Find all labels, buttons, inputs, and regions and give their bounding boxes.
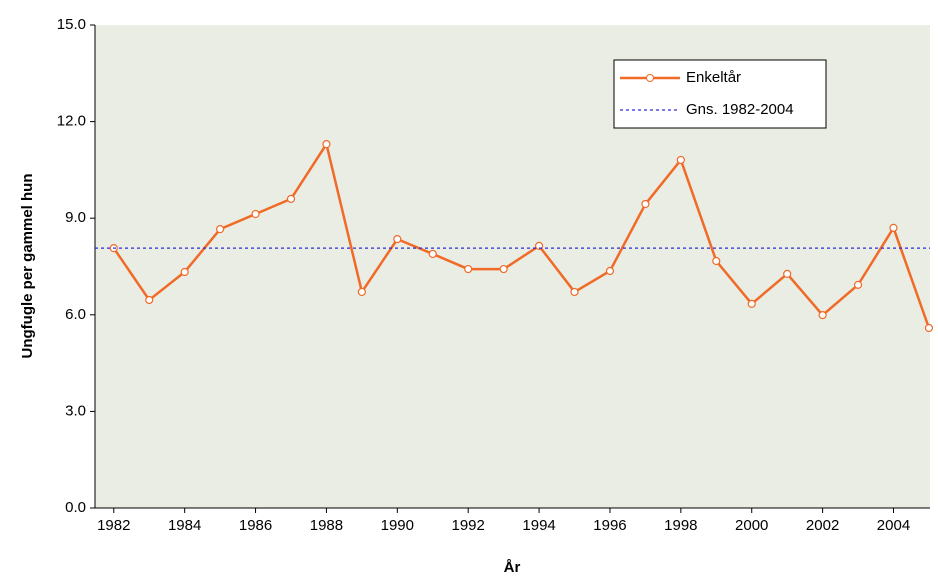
data-point: [783, 269, 792, 279]
data-point: [570, 287, 579, 297]
data-point: [641, 199, 650, 209]
x-tick-label: 1986: [239, 517, 272, 534]
x-tick-label: 2004: [877, 517, 910, 534]
data-line: [112, 141, 931, 329]
data-point: [464, 264, 473, 274]
data-point: [322, 140, 331, 149]
data-point: [712, 256, 721, 266]
y-tick-label: 6.0: [65, 306, 86, 323]
data-point: [818, 311, 827, 320]
legend-label: Gns. 1982-2004: [686, 101, 794, 118]
y-tick-label: 15.0: [57, 16, 86, 33]
data-point: [889, 223, 898, 232]
data-point: [499, 264, 508, 274]
data-point: [676, 155, 685, 165]
y-axis-title: Ungfugle per gammel hun: [19, 173, 36, 358]
x-tick-label: 1992: [452, 517, 485, 534]
data-point: [216, 225, 225, 234]
x-tick-label: 1994: [522, 517, 555, 534]
x-tick-label: 1998: [664, 517, 697, 534]
data-point: [145, 295, 154, 305]
x-tick-label: 1982: [97, 517, 130, 534]
legend-label: Enkeltår: [686, 69, 741, 86]
x-tick-label: 2002: [806, 517, 839, 534]
x-tick-label: 1984: [168, 517, 201, 534]
data-point: [251, 209, 260, 219]
data-point: [180, 267, 189, 277]
data-point: [428, 249, 437, 259]
x-tick-label: 1988: [310, 517, 343, 534]
y-tick-label: 9.0: [65, 209, 86, 226]
data-point: [605, 266, 615, 276]
data-point: [747, 299, 756, 308]
x-axis-title: År: [504, 559, 521, 576]
y-tick-label: 0.0: [65, 499, 86, 516]
y-tick-label: 12.0: [57, 113, 86, 130]
data-point: [853, 280, 863, 289]
data-point: [357, 287, 366, 297]
x-tick-label: 2000: [735, 517, 768, 534]
legend-marker: [646, 74, 654, 82]
data-point: [393, 235, 402, 244]
x-tick-label: 1996: [593, 517, 626, 534]
x-tick-label: 1990: [381, 517, 414, 534]
y-tick-label: 3.0: [65, 402, 86, 419]
data-point: [924, 323, 934, 333]
data-point: [286, 194, 296, 203]
legend-box: [613, 59, 827, 129]
